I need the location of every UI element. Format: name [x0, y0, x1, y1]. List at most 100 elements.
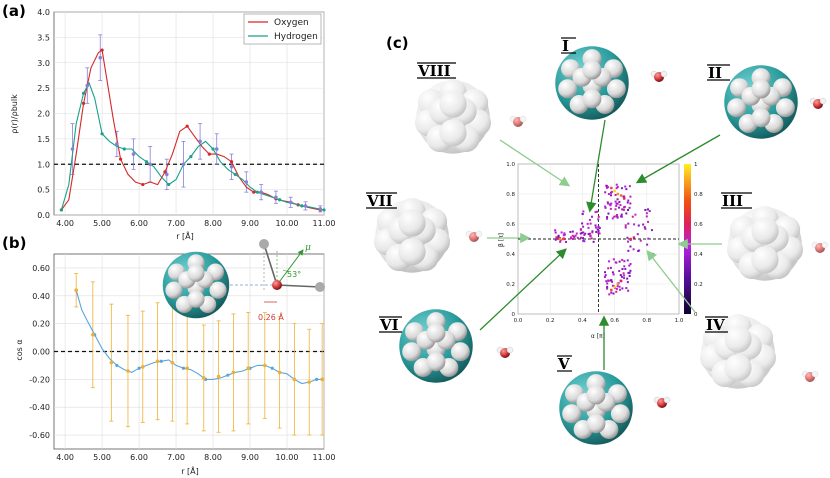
arrow-VIII	[499, 139, 571, 187]
mean-point	[244, 180, 249, 184]
scatter-point	[563, 232, 566, 235]
y-tick-label: -0.60	[29, 431, 50, 440]
scatter-point	[627, 240, 630, 243]
scatter-point	[606, 282, 609, 285]
scatter-point	[629, 269, 632, 272]
scatter-point	[628, 272, 631, 275]
plot-a-ticks: 4.00 5.00 6.00 7.00 8.00 9.00 10.00 11.00 0.0 0.5…	[37, 8, 335, 228]
scatter-point	[620, 275, 623, 278]
x-tick-label: 8.00	[204, 219, 222, 228]
data-point	[181, 366, 186, 370]
scatter-point	[609, 207, 612, 210]
mean-point	[277, 370, 282, 375]
scatter-point	[597, 215, 600, 218]
scatter-point	[556, 237, 559, 240]
plot-c-marks	[518, 164, 679, 314]
scatter-point	[622, 195, 625, 198]
x-tick-label: 0.2	[546, 318, 555, 324]
plot-c-ylabel: β [π]	[498, 233, 505, 247]
scatter-point	[624, 224, 627, 227]
scatter-point	[621, 287, 624, 290]
plot-b-ylabel: cos α	[15, 339, 24, 360]
mean-point	[165, 172, 169, 177]
scatter-point	[623, 277, 626, 280]
scatter-point	[604, 191, 607, 194]
plot-a: 4.00 5.00 6.00 7.00 8.00 9.00 10.00 11.00 0.0 0.5…	[10, 8, 335, 241]
data-point	[270, 366, 274, 370]
roman-label-7: VII	[366, 192, 393, 210]
scatter-point	[625, 188, 628, 191]
scatter-point	[615, 290, 618, 293]
scatter-point	[560, 231, 563, 234]
scatter-point	[614, 208, 617, 211]
scatter-point	[605, 186, 608, 189]
data-point	[59, 208, 63, 212]
scatter-point	[626, 201, 629, 204]
scatter-point	[597, 229, 600, 232]
scatter-point	[607, 279, 610, 282]
cluster-V-water	[653, 396, 671, 408]
mean-point	[231, 370, 236, 375]
data-point	[252, 190, 256, 194]
x-tick-label: 7.00	[167, 453, 185, 462]
scatter-point	[584, 232, 587, 235]
scatter-point	[646, 243, 649, 246]
scatter-point	[616, 202, 619, 205]
scatter-point	[652, 252, 655, 255]
x-tick-label: 7.00	[167, 219, 185, 228]
scatter-point	[595, 230, 598, 233]
scatter-point	[582, 225, 585, 228]
scatter-point	[619, 204, 622, 207]
mean-point	[216, 374, 221, 379]
scatter-point	[594, 224, 597, 227]
cluster-III-water	[811, 241, 829, 253]
scatter-point	[559, 239, 562, 242]
scatter-point	[615, 183, 618, 186]
data-point	[163, 170, 167, 174]
scatter-point	[619, 288, 622, 291]
scatter-point	[571, 230, 574, 233]
scatter-point	[625, 287, 628, 290]
data-point	[185, 124, 189, 128]
scatter-point	[589, 232, 592, 235]
scatter-point	[627, 222, 630, 225]
roman-label-2: II	[708, 64, 722, 82]
scatter-point	[645, 215, 648, 218]
scatter-point	[575, 232, 578, 235]
scatter-point	[576, 236, 579, 239]
scatter-point	[645, 212, 648, 215]
mean-point	[229, 164, 234, 169]
scatter-point	[618, 206, 621, 209]
scatter-point	[607, 212, 610, 215]
y-tick-label: 0	[512, 312, 516, 318]
scatter-point	[563, 238, 566, 241]
scatter-point-hot	[589, 234, 592, 238]
scatter-point	[614, 261, 617, 264]
scatter-point	[609, 194, 612, 197]
scatter-point	[620, 215, 623, 218]
y-tick-label: 0.00	[32, 348, 50, 357]
scatter-point	[615, 215, 618, 218]
mean-point	[74, 288, 78, 293]
x-tick-label: 11.00	[313, 453, 336, 462]
scatter-point	[614, 193, 617, 196]
mean-point	[91, 332, 95, 337]
roman-label-3: III	[722, 192, 743, 210]
plot-b: 4.00 5.00 6.00 7.00 8.00 9.00 10.00 11.00 0.60 0.…	[15, 239, 335, 476]
arrow-IV	[646, 249, 696, 313]
scatter-point	[557, 235, 560, 238]
scatter-point	[581, 213, 584, 216]
mean-point	[70, 147, 75, 151]
scatter-point	[604, 206, 607, 209]
scatter-point	[623, 274, 626, 277]
scatter-point	[581, 231, 584, 234]
scatter-point	[590, 215, 593, 218]
x-tick-label: 4.00	[56, 219, 74, 228]
data-point	[118, 157, 123, 161]
scatter-point	[647, 220, 650, 223]
scatter-point	[613, 215, 616, 218]
scatter-point-hot	[613, 189, 616, 193]
y-tick-label: 1.0	[37, 160, 50, 169]
